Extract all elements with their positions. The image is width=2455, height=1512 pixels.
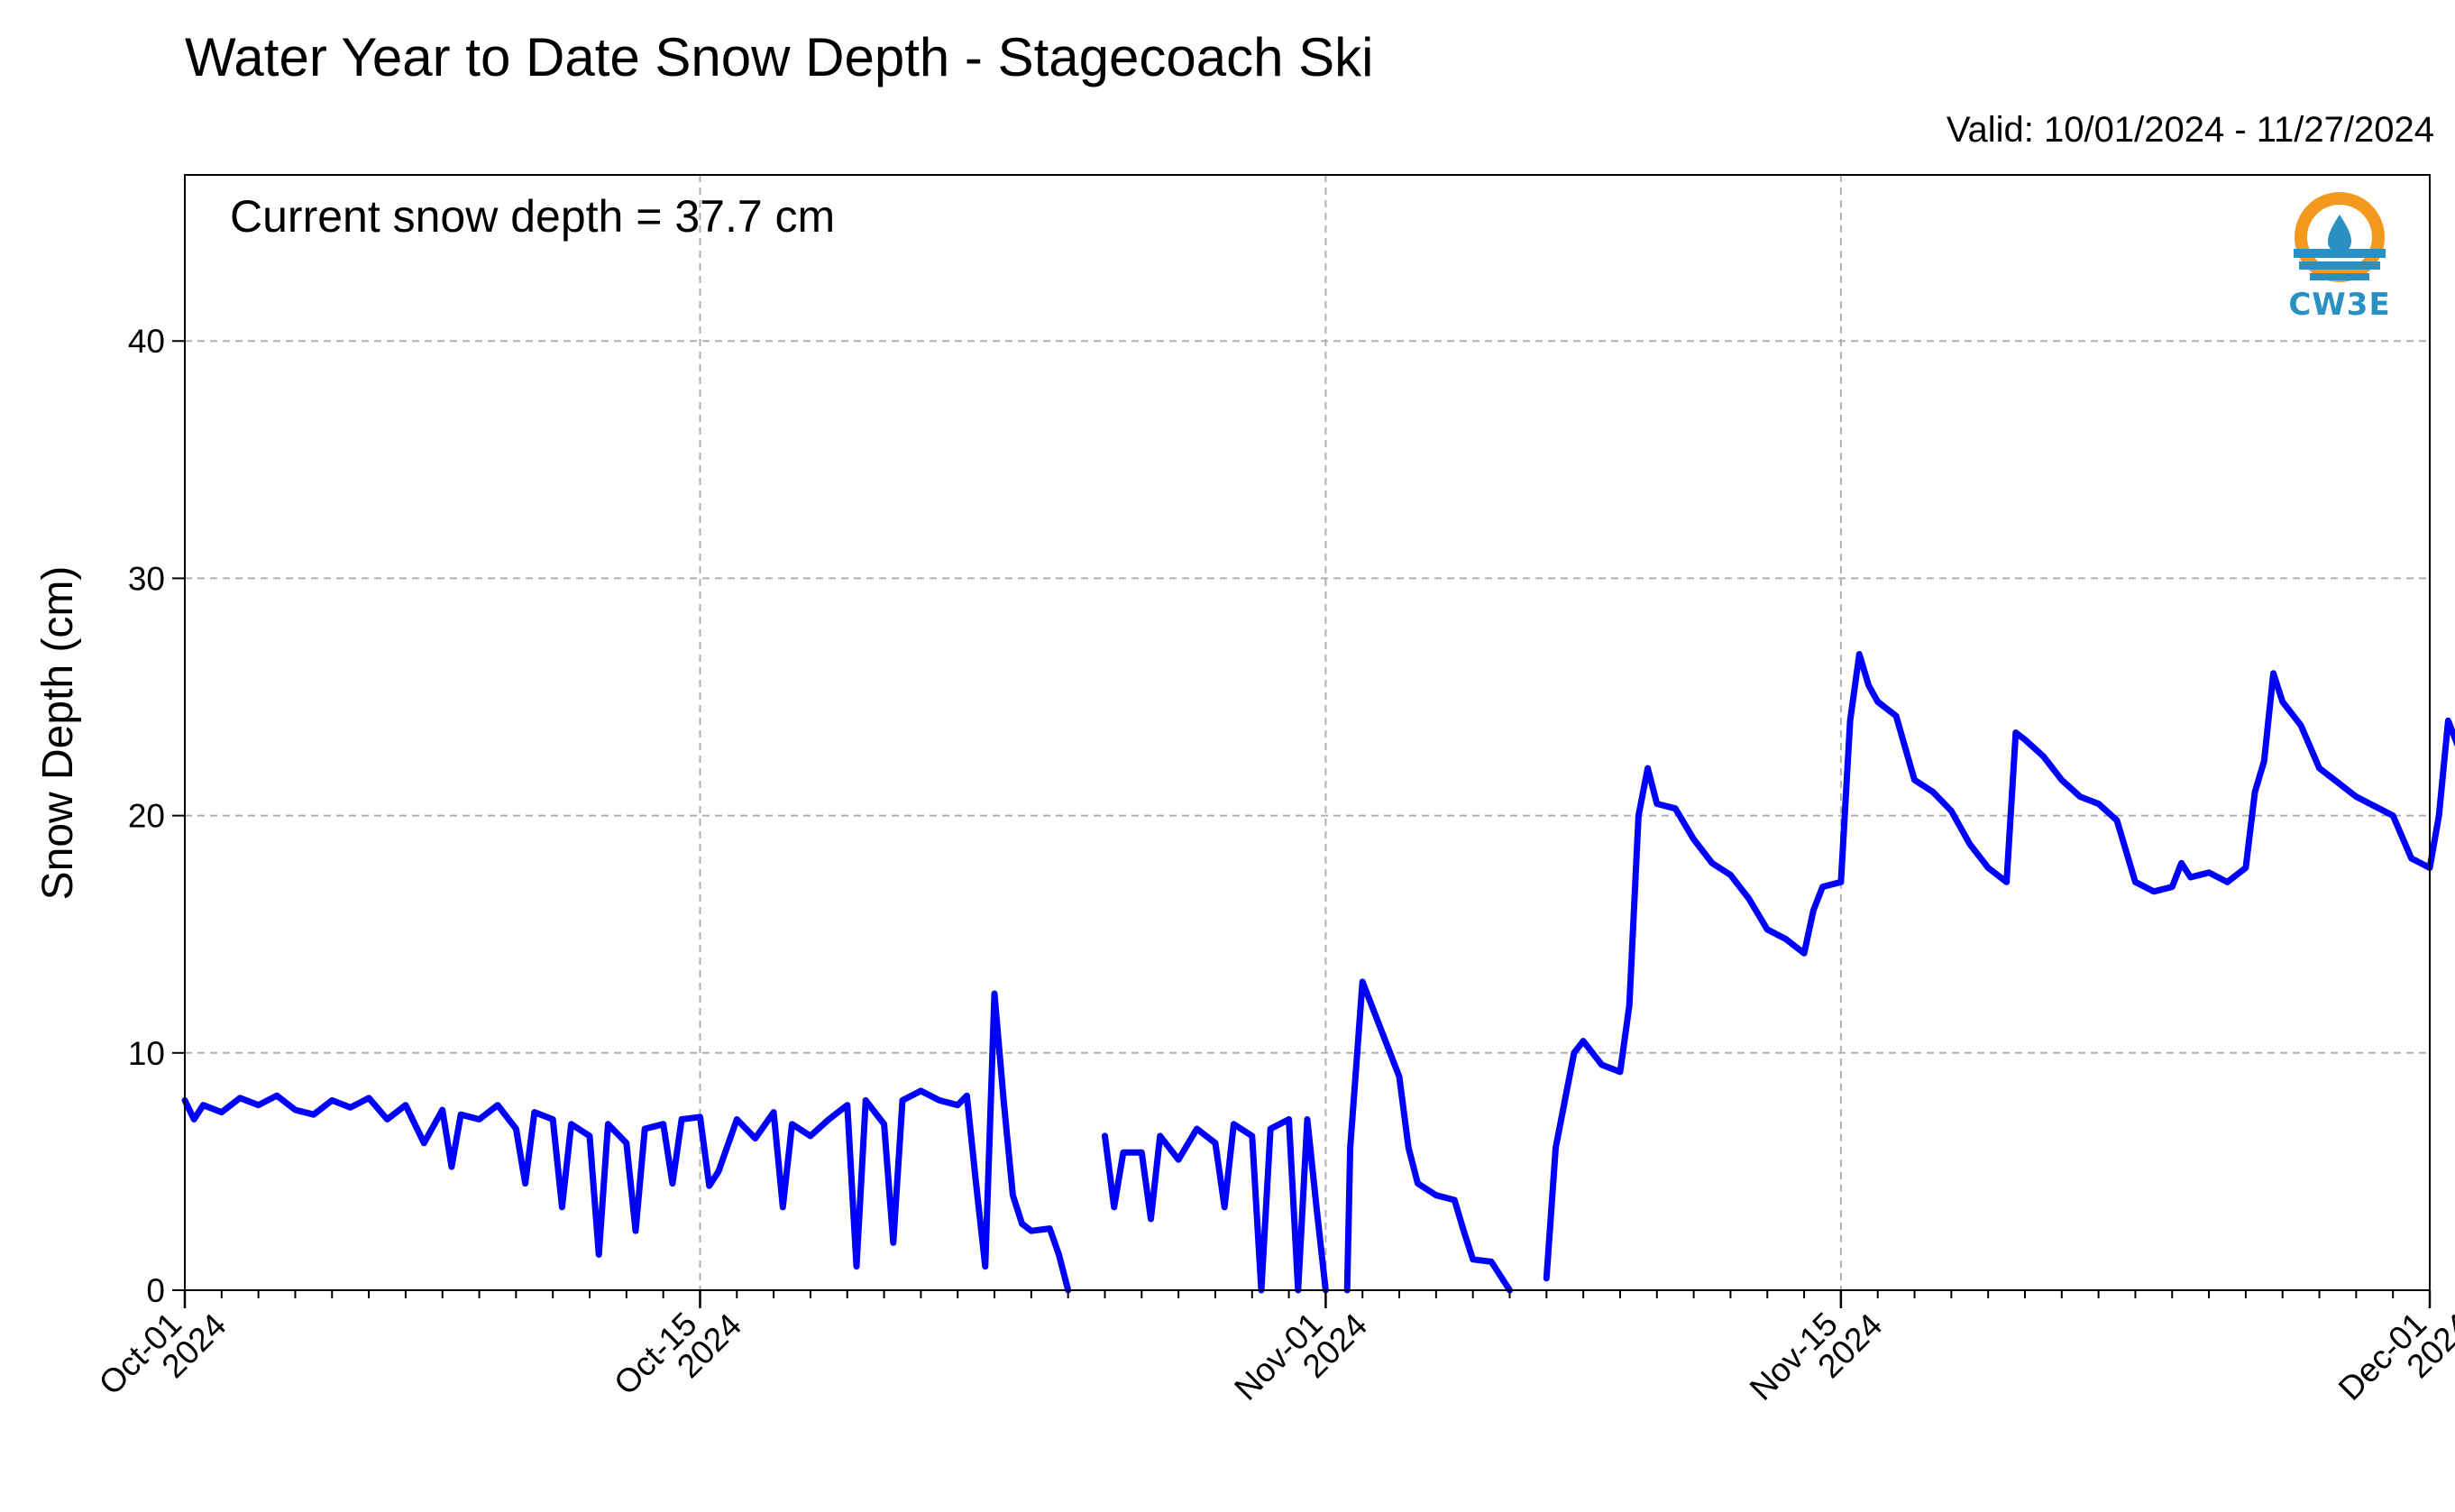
y-tick-label: 20	[128, 798, 165, 835]
water-drop-logo-icon	[2294, 192, 2386, 282]
y-tick-label: 0	[146, 1272, 165, 1309]
y-tick-label: 30	[128, 560, 165, 597]
snow-depth-series-line	[181, 990, 1072, 1294]
plot-area-frame	[184, 174, 2431, 1291]
y-axis-label: Snow Depth (cm)	[34, 566, 82, 901]
snow-depth-series-line	[1102, 1116, 1329, 1294]
valid-date-range: Valid: 10/01/2024 - 11/27/2024	[1946, 110, 2434, 150]
series-line-group	[181, 651, 2455, 1294]
axis-ticks	[172, 340, 2432, 1308]
chart-title: Water Year to Date Snow Depth - Stagecoa…	[185, 27, 1374, 87]
y-tick-label: 10	[128, 1035, 165, 1072]
current-depth-annotation: Current snow depth = 37.7 cm	[230, 191, 835, 242]
cw3e-logo: CW3E	[2272, 188, 2407, 332]
y-tick-label: 40	[128, 323, 165, 360]
snow-depth-series-line	[1543, 651, 2455, 1282]
snow-depth-series-line	[1343, 978, 1513, 1294]
logo-text: CW3E	[2288, 287, 2391, 323]
